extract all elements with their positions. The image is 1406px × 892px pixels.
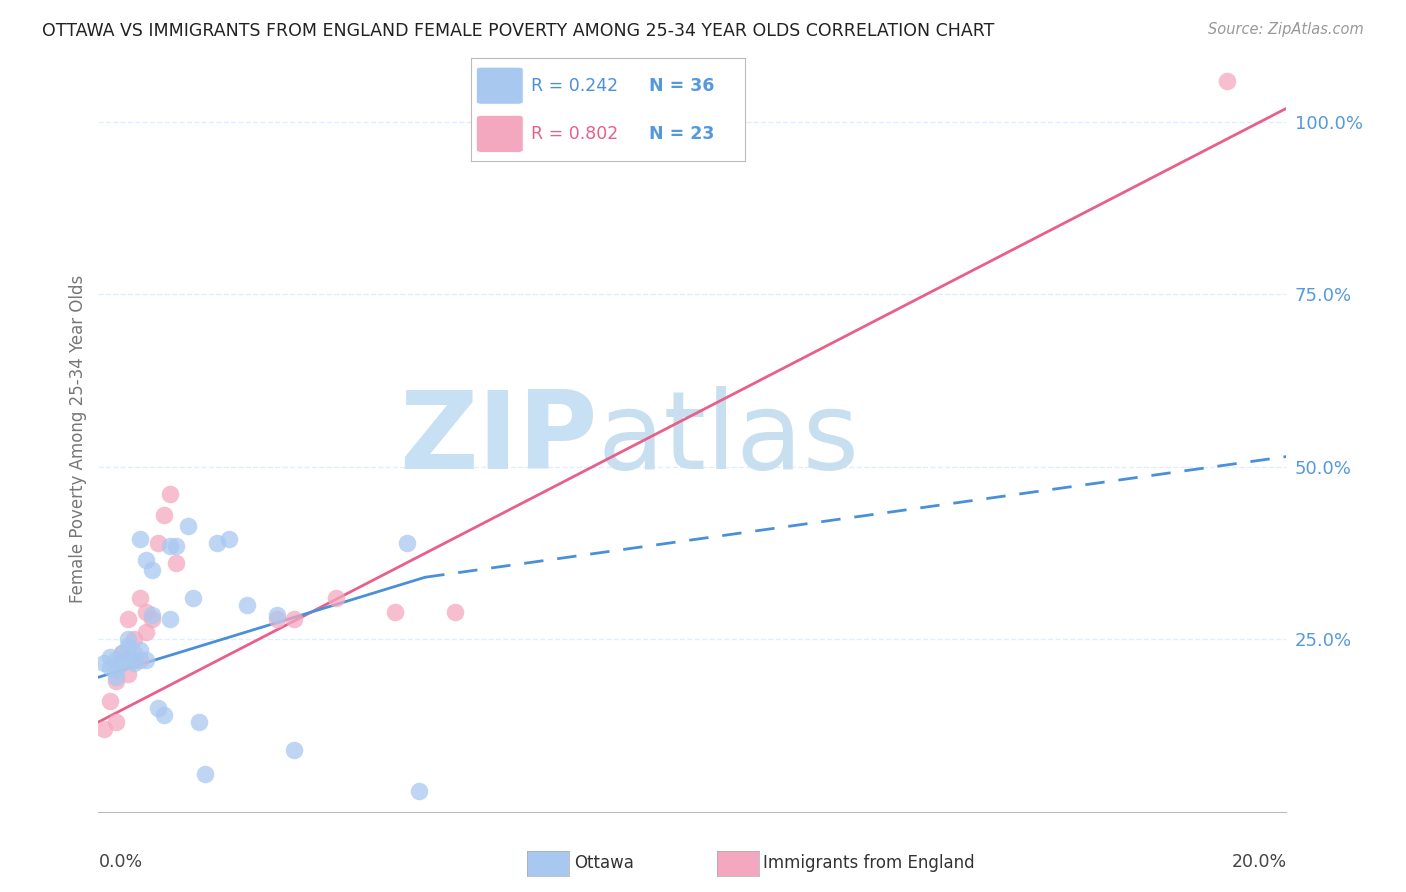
Point <box>176 518 198 533</box>
Point <box>159 487 181 501</box>
Point <box>236 598 259 612</box>
Text: Source: ZipAtlas.com: Source: ZipAtlas.com <box>1208 22 1364 37</box>
Point <box>1216 73 1239 87</box>
Text: N = 23: N = 23 <box>650 125 714 143</box>
Y-axis label: Female Poverty Among 25-34 Year Olds: Female Poverty Among 25-34 Year Olds <box>69 276 87 603</box>
Point <box>93 657 115 671</box>
Point <box>105 714 128 729</box>
Point <box>443 605 465 619</box>
FancyBboxPatch shape <box>477 67 523 104</box>
Point <box>159 539 181 553</box>
Point <box>135 553 157 567</box>
Point <box>105 664 128 678</box>
Point <box>122 653 145 667</box>
FancyBboxPatch shape <box>477 115 523 153</box>
Text: atlas: atlas <box>598 386 859 492</box>
Text: 20.0%: 20.0% <box>1232 853 1286 871</box>
Point <box>159 612 181 626</box>
Point <box>117 666 139 681</box>
Point <box>117 653 139 667</box>
Point <box>111 646 134 660</box>
Text: 0.0%: 0.0% <box>98 853 142 871</box>
Point <box>408 784 430 798</box>
Point <box>165 539 187 553</box>
Point <box>325 591 347 605</box>
Text: ZIP: ZIP <box>399 386 598 492</box>
Point <box>188 714 211 729</box>
Point <box>111 646 134 660</box>
Point <box>122 646 145 660</box>
Point <box>218 533 240 547</box>
Point <box>183 591 205 605</box>
Point <box>135 653 157 667</box>
Point <box>165 557 187 571</box>
Point <box>122 657 145 671</box>
Text: R = 0.242: R = 0.242 <box>531 77 619 95</box>
Point <box>105 653 128 667</box>
Point <box>98 660 121 674</box>
Point <box>117 612 139 626</box>
Point <box>135 625 157 640</box>
Point <box>194 766 217 780</box>
Point <box>152 508 174 523</box>
Point <box>135 605 157 619</box>
Point <box>146 535 169 549</box>
Point <box>129 653 152 667</box>
Text: Ottawa: Ottawa <box>574 855 634 872</box>
Point <box>105 673 128 688</box>
Point <box>205 535 228 549</box>
Point <box>283 742 305 756</box>
Point <box>93 722 115 736</box>
Point <box>283 612 305 626</box>
Point <box>129 533 152 547</box>
Point <box>129 591 152 605</box>
Point <box>266 608 288 623</box>
Point <box>105 670 128 684</box>
Point <box>152 708 174 723</box>
Text: Immigrants from England: Immigrants from England <box>763 855 976 872</box>
Point <box>266 612 288 626</box>
Point <box>146 701 169 715</box>
Point <box>111 657 134 671</box>
Text: N = 36: N = 36 <box>650 77 714 95</box>
Text: OTTAWA VS IMMIGRANTS FROM ENGLAND FEMALE POVERTY AMONG 25-34 YEAR OLDS CORRELATI: OTTAWA VS IMMIGRANTS FROM ENGLAND FEMALE… <box>42 22 994 40</box>
Point <box>122 632 145 647</box>
Point <box>129 642 152 657</box>
Point <box>117 639 139 653</box>
Point <box>384 605 406 619</box>
Point <box>98 694 121 708</box>
Point <box>396 535 419 549</box>
Text: R = 0.802: R = 0.802 <box>531 125 619 143</box>
Point <box>117 632 139 647</box>
Point <box>141 612 163 626</box>
Point <box>98 649 121 664</box>
Point <box>141 608 163 623</box>
Point <box>141 563 163 577</box>
